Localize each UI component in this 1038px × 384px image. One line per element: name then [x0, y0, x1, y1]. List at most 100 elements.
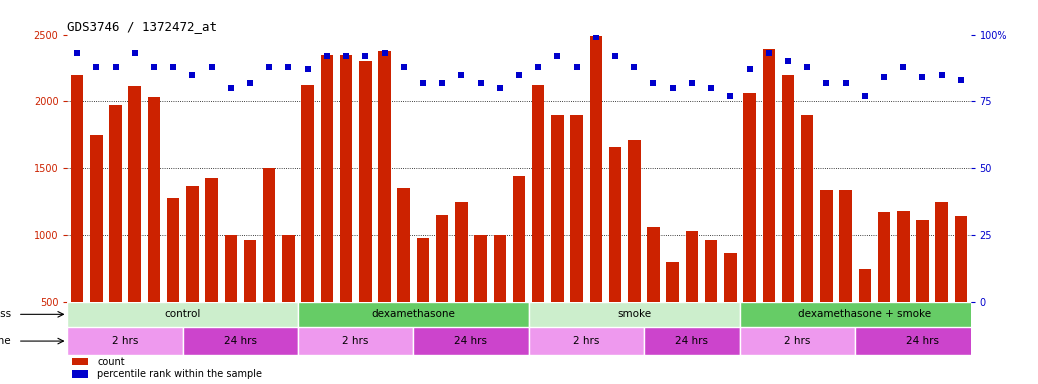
- Bar: [224, 235, 237, 302]
- Bar: [298, 327, 413, 356]
- Text: 2 hrs: 2 hrs: [573, 336, 599, 346]
- Bar: [551, 115, 564, 302]
- Bar: [244, 240, 256, 302]
- Point: [511, 71, 527, 78]
- Point: [703, 85, 719, 91]
- Point: [203, 64, 220, 70]
- Bar: [528, 327, 644, 356]
- Bar: [725, 253, 737, 302]
- Point: [472, 79, 489, 86]
- Point: [799, 64, 816, 70]
- Point: [414, 79, 431, 86]
- Point: [818, 79, 835, 86]
- Bar: [339, 55, 352, 302]
- Point: [530, 64, 547, 70]
- Point: [741, 66, 758, 73]
- Bar: [644, 327, 740, 356]
- Text: dexamethasone: dexamethasone: [372, 310, 456, 319]
- Text: stress: stress: [0, 310, 11, 319]
- Point: [453, 71, 469, 78]
- Bar: [298, 302, 528, 327]
- Point: [222, 85, 239, 91]
- Bar: [628, 140, 640, 302]
- Point: [299, 66, 316, 73]
- Point: [895, 64, 911, 70]
- Text: 24 hrs: 24 hrs: [455, 336, 488, 346]
- Text: 2 hrs: 2 hrs: [785, 336, 811, 346]
- Point: [722, 93, 739, 99]
- Point: [933, 71, 950, 78]
- Text: percentile rank within the sample: percentile rank within the sample: [98, 369, 263, 379]
- Point: [780, 58, 796, 65]
- Point: [569, 64, 585, 70]
- Point: [953, 77, 969, 83]
- Text: time: time: [0, 336, 11, 346]
- Point: [88, 64, 105, 70]
- Bar: [855, 327, 990, 356]
- Bar: [206, 178, 218, 302]
- Point: [69, 50, 85, 56]
- Bar: [71, 74, 83, 302]
- Text: GDS3746 / 1372472_at: GDS3746 / 1372472_at: [67, 20, 218, 33]
- Bar: [282, 235, 295, 302]
- Bar: [858, 268, 871, 302]
- Bar: [413, 327, 528, 356]
- Point: [337, 53, 354, 59]
- Bar: [531, 85, 545, 302]
- Text: 24 hrs: 24 hrs: [906, 336, 939, 346]
- Point: [145, 64, 162, 70]
- Point: [761, 50, 777, 56]
- Point: [607, 53, 624, 59]
- Text: dexamethasone + smoke: dexamethasone + smoke: [798, 310, 931, 319]
- Bar: [571, 115, 583, 302]
- Bar: [474, 235, 487, 302]
- Bar: [820, 190, 832, 302]
- Bar: [878, 212, 891, 302]
- Text: 2 hrs: 2 hrs: [343, 336, 368, 346]
- Bar: [840, 190, 852, 302]
- Bar: [186, 185, 198, 302]
- Bar: [666, 262, 679, 302]
- Point: [491, 85, 508, 91]
- Point: [549, 53, 566, 59]
- Point: [357, 53, 374, 59]
- Point: [434, 79, 450, 86]
- Bar: [897, 211, 909, 302]
- Bar: [72, 358, 88, 365]
- Bar: [167, 198, 180, 302]
- Bar: [493, 235, 507, 302]
- Bar: [378, 51, 390, 302]
- Bar: [740, 302, 990, 327]
- Bar: [129, 86, 141, 302]
- Bar: [67, 327, 183, 356]
- Bar: [301, 85, 313, 302]
- Bar: [398, 188, 410, 302]
- Point: [664, 85, 681, 91]
- Text: 24 hrs: 24 hrs: [224, 336, 256, 346]
- Point: [165, 64, 182, 70]
- Point: [395, 64, 412, 70]
- Point: [856, 93, 873, 99]
- Text: smoke: smoke: [618, 310, 652, 319]
- Point: [838, 79, 854, 86]
- Point: [914, 74, 931, 80]
- Point: [184, 71, 200, 78]
- Bar: [321, 55, 333, 302]
- Point: [684, 79, 701, 86]
- Point: [646, 79, 662, 86]
- Point: [107, 64, 124, 70]
- Bar: [609, 147, 622, 302]
- Bar: [740, 327, 855, 356]
- Point: [588, 34, 604, 40]
- Bar: [72, 370, 88, 378]
- Bar: [528, 302, 740, 327]
- Bar: [263, 168, 275, 302]
- Point: [876, 74, 893, 80]
- Point: [261, 64, 277, 70]
- Point: [127, 50, 143, 56]
- Bar: [705, 240, 717, 302]
- Text: 24 hrs: 24 hrs: [676, 336, 708, 346]
- Bar: [763, 49, 775, 302]
- Bar: [801, 115, 814, 302]
- Point: [376, 50, 392, 56]
